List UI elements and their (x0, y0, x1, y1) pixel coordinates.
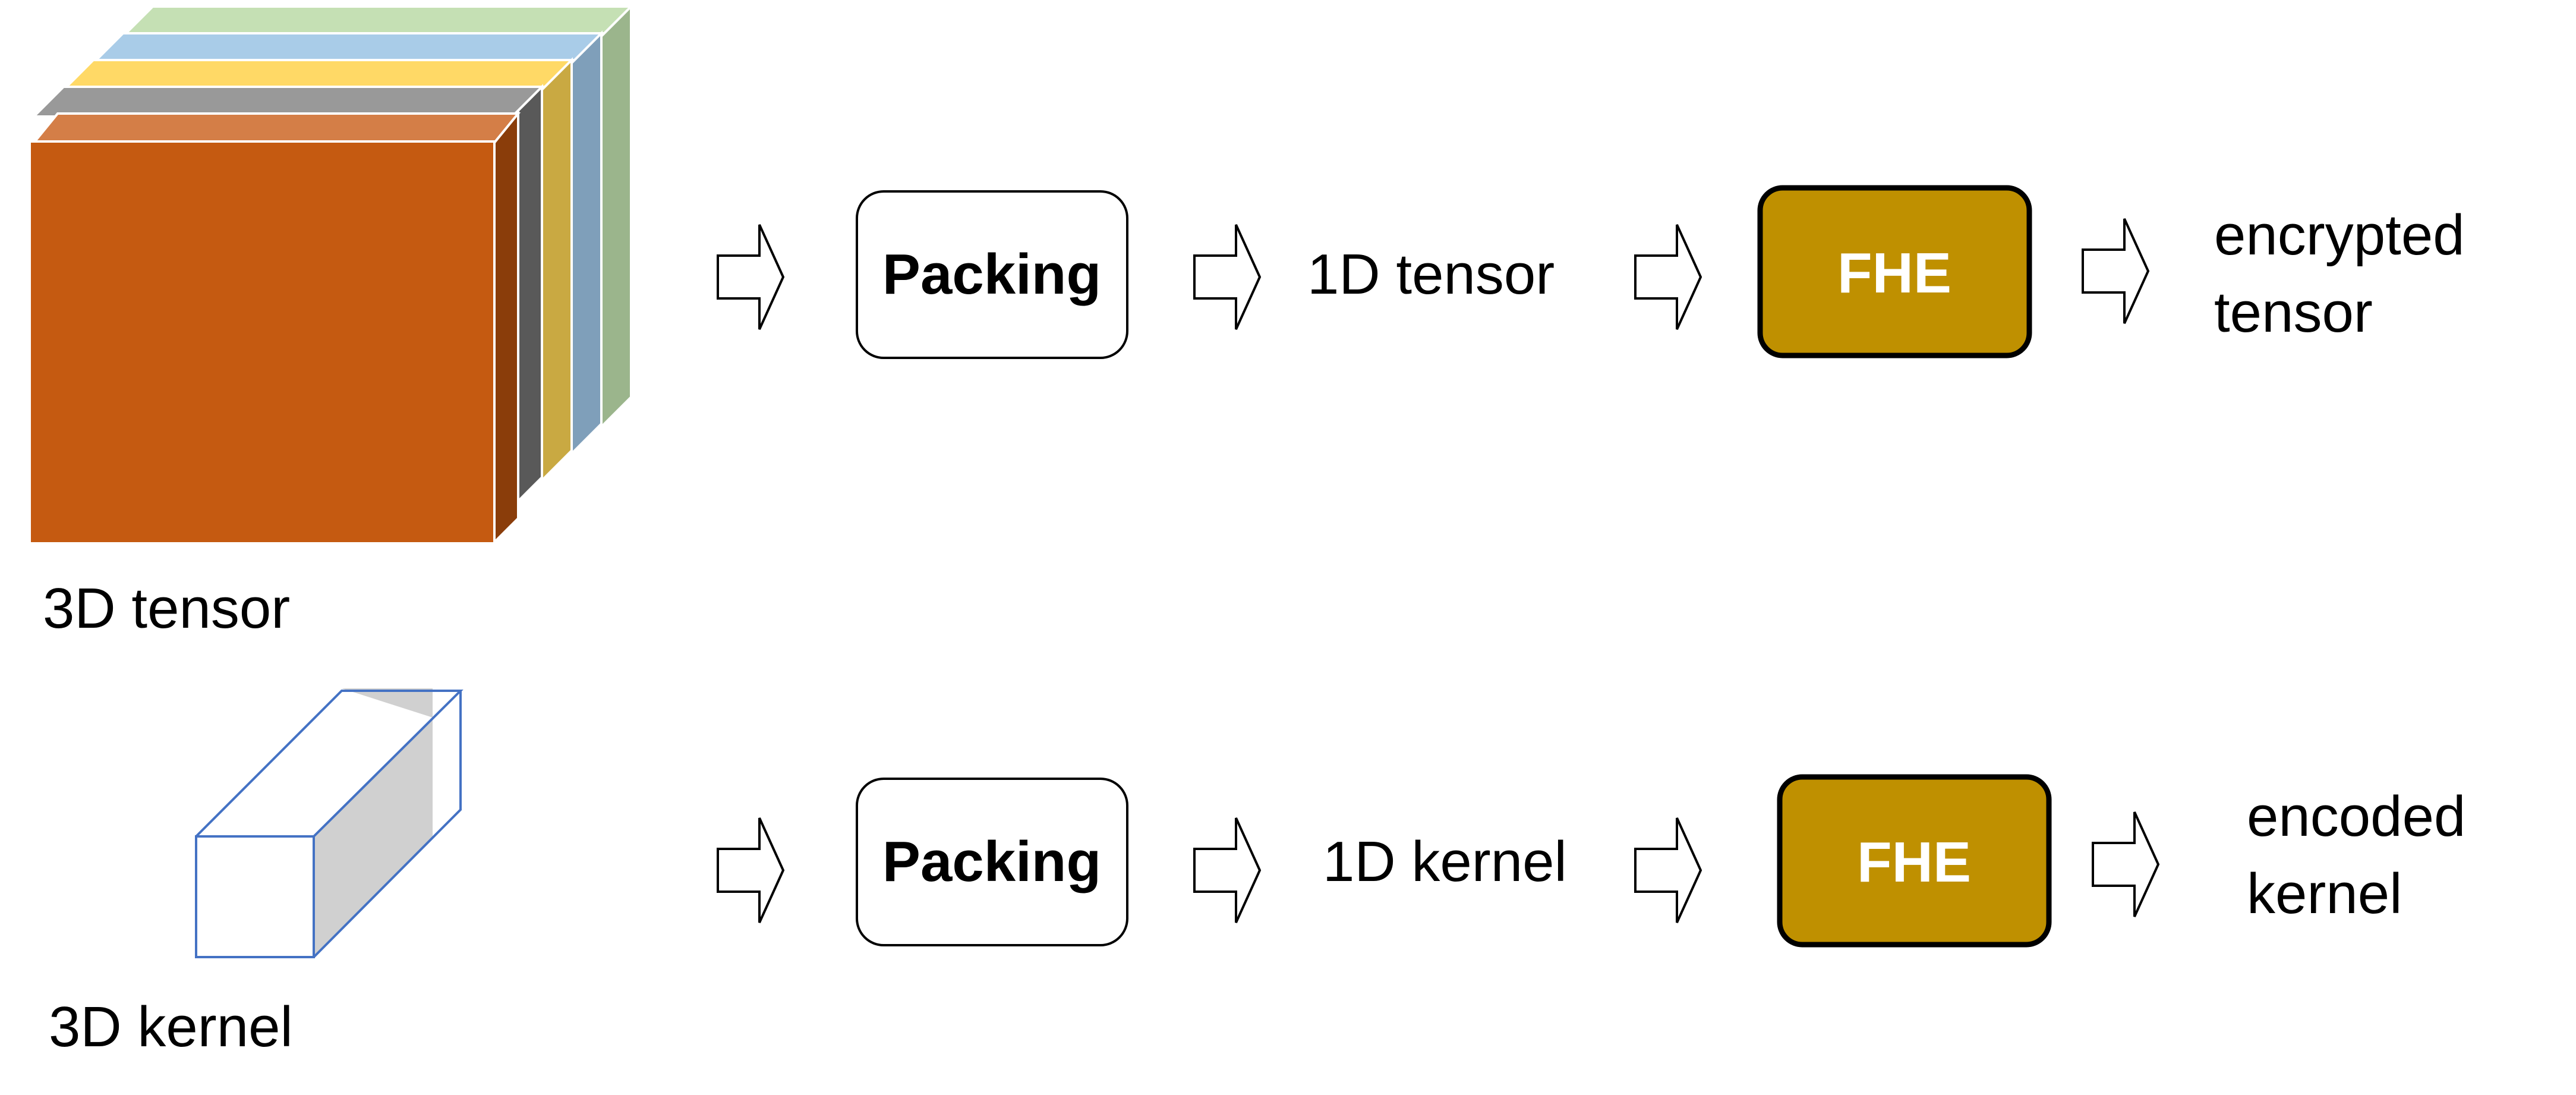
encrypted-tensor-label-line-2: tensor (2214, 281, 2373, 344)
tensor-layer-orange (29, 110, 521, 545)
flow-arrow (717, 817, 785, 923)
flow-arrow (2082, 218, 2150, 324)
3d-kernel-label: 3D kernel (49, 995, 293, 1059)
packing-tensor-label: Packing (882, 243, 1101, 306)
flow-arrow (1634, 224, 1702, 330)
flow-arrow (1193, 817, 1262, 923)
fhe-kernel-label: FHE (1857, 830, 1971, 894)
fhe-tensor-label: FHE (1837, 241, 1951, 305)
3d-kernel-icon (195, 688, 464, 958)
1d-kernel-label: 1D kernel (1323, 830, 1567, 893)
flow-arrow (1634, 817, 1702, 923)
tensor-layer-blue (90, 30, 604, 457)
fhe-box-tensor: FHE (1757, 185, 2032, 358)
1d-tensor-label: 1D tensor (1307, 243, 1555, 306)
encoded-kernel-label-line-2: kernel (2247, 862, 2402, 926)
3d-tensor-label: 3D tensor (43, 577, 290, 640)
packing-kernel-label: Packing (882, 830, 1101, 893)
3d-tensor-icon (29, 4, 634, 545)
encoded-kernel-label-line-1: encoded (2247, 785, 2465, 848)
packing-box-kernel: Packing (856, 778, 1128, 946)
packing-box-tensor: Packing (856, 190, 1128, 359)
fhe-box-kernel: FHE (1777, 774, 2052, 948)
flow-arrow (1193, 224, 1262, 330)
flow-arrow (2092, 811, 2160, 917)
tensor-layer-green (120, 4, 634, 430)
flow-arrow (717, 224, 785, 330)
encrypted-tensor-label-line-1: encrypted (2214, 203, 2465, 267)
